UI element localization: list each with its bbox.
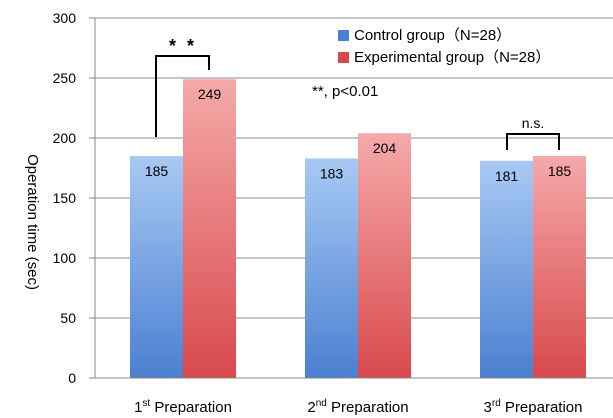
y-tick-label: 100 — [53, 250, 77, 266]
x-tick-label-3: 3rd Preparation — [484, 398, 583, 416]
bar-control-2 — [305, 158, 358, 378]
legend-swatch-experimental — [338, 52, 349, 63]
bar-experimental-1 — [183, 79, 236, 378]
significance-bracket-1: * * — [155, 36, 210, 137]
data-label-control-2: 183 — [320, 165, 344, 181]
data-label-control-3: 181 — [495, 168, 519, 184]
significance-marker-1: * * — [169, 36, 197, 56]
legend-label-control: Control group（N=28） — [354, 27, 511, 44]
y-tick-label: 200 — [53, 130, 77, 146]
data-label-experimental-1: 249 — [198, 86, 222, 102]
y-tick-label: 150 — [53, 190, 77, 206]
x-tick-label-1: 1st Preparation — [134, 398, 232, 416]
significance-bracket-3: n.s. — [506, 115, 560, 150]
data-label-experimental-2: 204 — [373, 140, 397, 156]
x-tick-label-2: 2nd Preparation — [307, 398, 408, 416]
legend: Control group（N=28） Experimental group（N… — [312, 27, 550, 100]
bar-control-3 — [480, 160, 533, 378]
y-tick-label: 50 — [60, 310, 76, 326]
y-tick-label: 300 — [53, 10, 77, 26]
data-label-control-1: 185 — [145, 163, 169, 179]
significance-marker-3: n.s. — [522, 115, 545, 131]
legend-label-experimental: Experimental group（N=28） — [354, 49, 550, 66]
legend-swatch-control — [338, 30, 349, 41]
y-tick-label: 250 — [53, 70, 77, 86]
bar-experimental-2 — [358, 133, 411, 378]
significance-note: **, p<0.01 — [312, 83, 378, 100]
legend-item-control: Control group（N=28） — [338, 27, 511, 44]
data-label-experimental-3: 185 — [548, 163, 572, 179]
bar-control-1 — [130, 156, 183, 378]
legend-item-experimental: Experimental group（N=28） — [338, 49, 550, 66]
y-axis-label: Operation time (sec) — [24, 154, 41, 290]
bar-experimental-3 — [533, 156, 586, 378]
y-tick-label: 0 — [68, 370, 76, 386]
